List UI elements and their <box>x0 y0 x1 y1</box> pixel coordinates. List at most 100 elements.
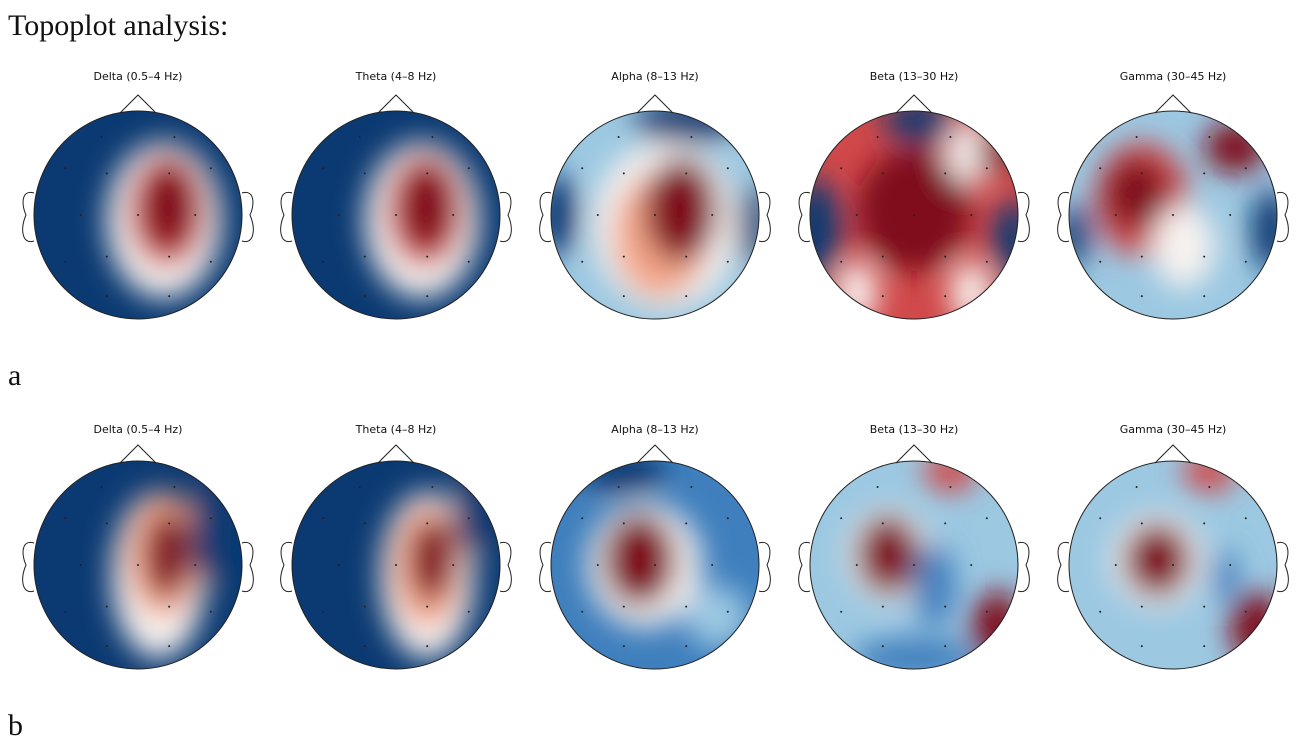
electrode <box>617 486 620 488</box>
electrode <box>913 564 915 566</box>
electrode <box>622 255 625 258</box>
electrode <box>1135 486 1138 488</box>
electrode <box>64 517 67 520</box>
electrode <box>970 214 973 216</box>
electrode <box>1099 167 1102 170</box>
electrode <box>358 136 361 138</box>
electrode <box>168 605 171 608</box>
electrode <box>581 260 584 263</box>
electrode <box>168 645 171 648</box>
electrode <box>726 260 729 263</box>
figure-title: Topoplot analysis: <box>8 9 228 42</box>
nose <box>895 444 933 464</box>
ear <box>22 191 35 243</box>
head-outline <box>33 110 243 320</box>
electrode <box>64 260 67 263</box>
electrode <box>622 172 625 175</box>
electrode <box>881 295 884 298</box>
electrode <box>622 645 625 648</box>
head-outline <box>550 460 760 670</box>
electrode <box>944 255 947 258</box>
electrode <box>1099 610 1102 613</box>
head-outline <box>1068 460 1278 670</box>
topoplot: Gamma (30–45 Hz) <box>1057 70 1289 320</box>
nose <box>377 94 415 114</box>
electrode <box>426 645 429 648</box>
electrode <box>395 214 397 216</box>
electrode <box>194 214 197 216</box>
electrode <box>452 564 455 566</box>
electrode <box>1203 255 1206 258</box>
heatmap-blob <box>950 261 993 319</box>
electrode <box>944 522 947 525</box>
electrode <box>1140 255 1143 258</box>
electrode <box>1140 605 1143 608</box>
heatmap-blobs <box>106 142 222 299</box>
heatmap-blob <box>409 518 456 602</box>
heatmap-blob <box>810 178 842 283</box>
electrode <box>876 136 879 138</box>
heatmap-blob <box>401 163 454 251</box>
plot-title: Theta (4–8 Hz) <box>355 423 437 436</box>
electrode <box>711 214 714 216</box>
electrode <box>395 564 397 566</box>
electrode <box>840 167 843 170</box>
electrode <box>1172 564 1174 566</box>
electrode <box>949 486 952 488</box>
electrode <box>1140 522 1143 525</box>
heatmap-blob <box>644 157 718 262</box>
electrode <box>855 564 858 566</box>
electrode <box>168 522 171 525</box>
electrode <box>970 564 973 566</box>
electrode <box>137 214 139 216</box>
electrode <box>622 605 625 608</box>
plot-title: Alpha (8–13 Hz) <box>611 423 698 436</box>
electrode <box>581 517 584 520</box>
electrode <box>358 486 361 488</box>
electrode <box>363 522 366 525</box>
heatmap-blobs <box>1069 121 1277 288</box>
heatmap-blob <box>882 111 956 143</box>
ear <box>798 191 811 243</box>
electrode <box>1114 214 1117 216</box>
ear <box>1017 191 1030 243</box>
electrode <box>209 517 212 520</box>
electrode <box>1172 214 1174 216</box>
electrode <box>64 167 67 170</box>
heatmap-blob <box>1183 461 1236 493</box>
electrode <box>985 610 988 613</box>
electrode <box>1099 260 1102 263</box>
heatmap-blob <box>856 147 972 273</box>
electrode <box>467 610 470 613</box>
electrode <box>985 167 988 170</box>
heatmap <box>292 111 500 319</box>
nose <box>119 444 157 464</box>
electrode <box>1203 522 1206 525</box>
heatmap-blob <box>453 471 495 555</box>
electrode <box>1244 517 1247 520</box>
electrode <box>1114 564 1117 566</box>
heatmap-blob <box>1204 121 1267 174</box>
head-outline <box>291 460 501 670</box>
head-outline <box>550 110 760 320</box>
electrode <box>168 295 171 298</box>
plot-title: Beta (13–30 Hz) <box>870 423 958 436</box>
nose <box>377 444 415 464</box>
heatmap-blob <box>190 481 232 586</box>
topoplot: Theta (4–8 Hz) <box>280 70 512 320</box>
head-outline <box>809 460 1019 670</box>
electrode <box>949 136 952 138</box>
electrode <box>881 645 884 648</box>
plot-title: Delta (0.5–4 Hz) <box>94 423 183 436</box>
electrode <box>105 172 108 175</box>
nose <box>895 94 933 114</box>
electrode <box>944 172 947 175</box>
electrode <box>690 136 693 138</box>
ear <box>539 541 552 593</box>
electrode <box>363 255 366 258</box>
electrode <box>426 522 429 525</box>
electrode <box>685 645 688 648</box>
nose <box>119 94 157 114</box>
ear <box>1276 541 1289 593</box>
electrode <box>363 605 366 608</box>
